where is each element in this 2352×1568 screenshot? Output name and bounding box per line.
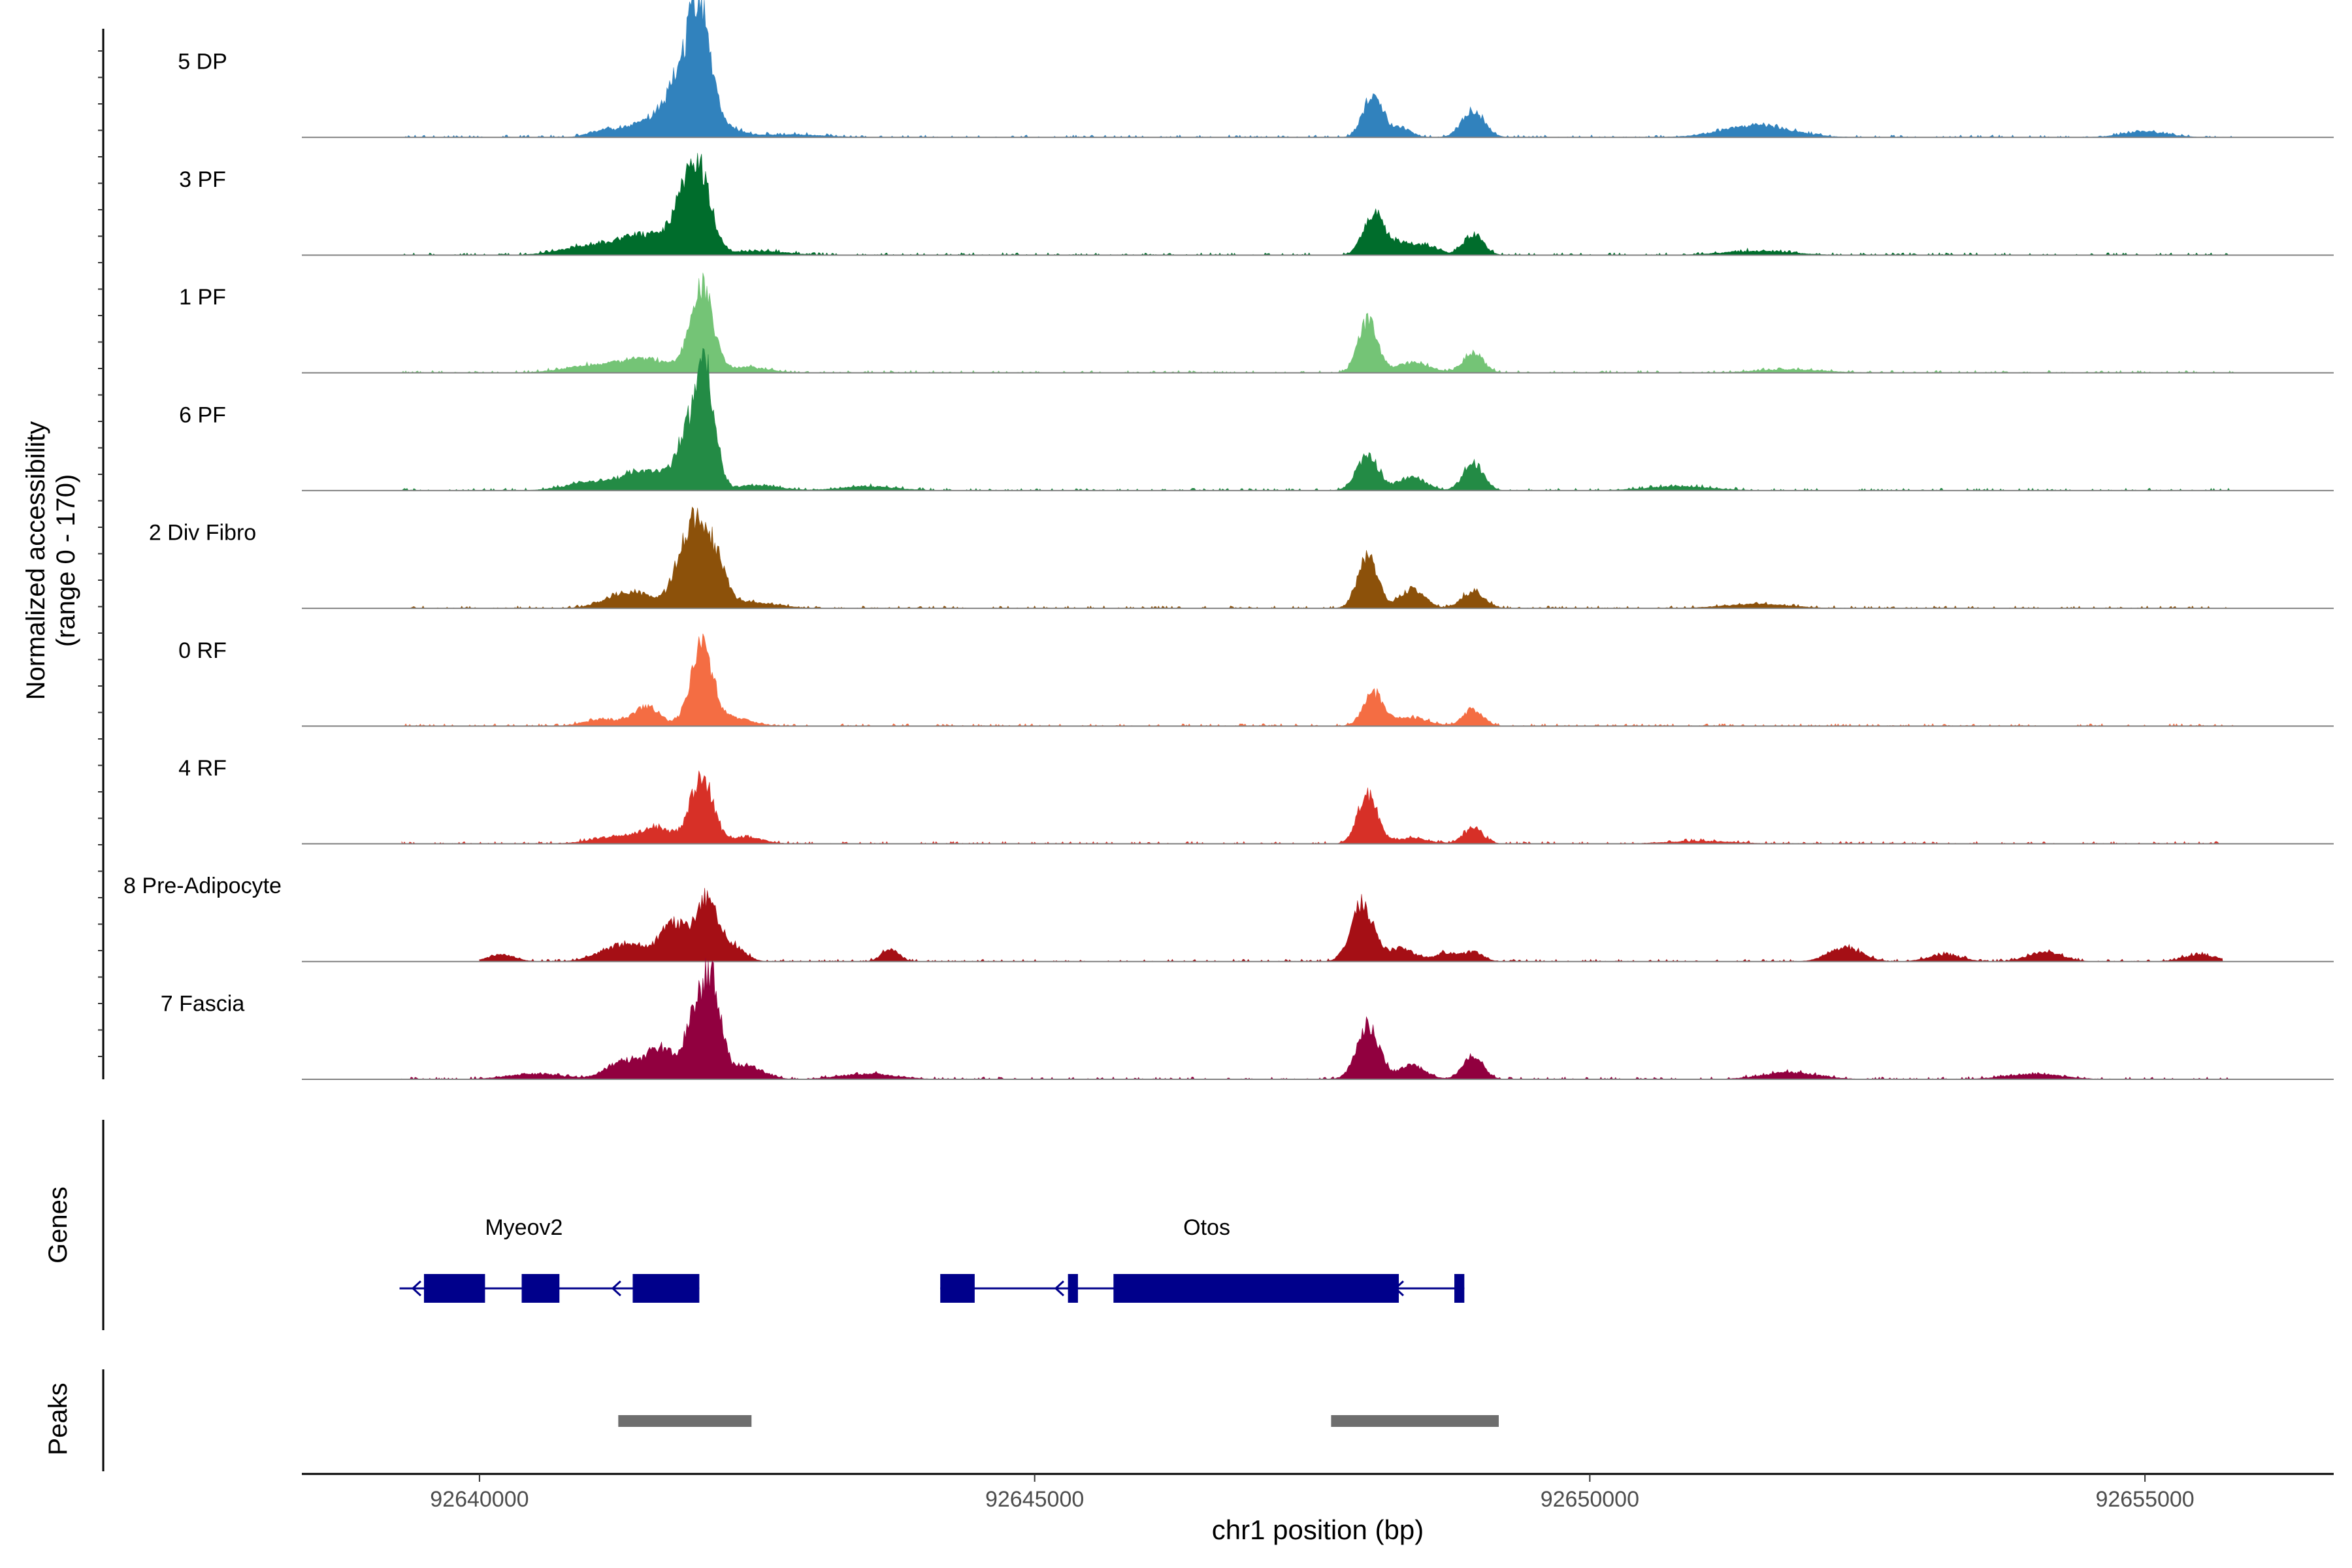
track-5-dp [302,0,2334,139]
x-tick-label: 92655000 [2095,1487,2194,1512]
gene-exon [423,1274,485,1303]
coverage-area-4-rf [401,770,2234,845]
x-tick-label: 92650000 [1541,1487,1639,1512]
peak-bar [618,1415,752,1427]
y-axis-title: Normalized accessibility [22,421,50,700]
gene-exon [521,1274,560,1303]
coverage-area-1-pf [401,272,2234,374]
gene-exon [1454,1274,1465,1303]
x-tick-label: 92645000 [985,1487,1084,1512]
gene-exon [1068,1274,1078,1303]
track-6-pf [302,348,2334,491]
track-3-pf [302,153,2334,256]
coverage-area-7-fascia [401,958,2234,1080]
coverage-area-5-dp [402,0,2234,138]
y-axis [98,29,105,1079]
track-7-fascia [302,958,2334,1080]
strand-arrow [411,1280,421,1297]
track-label-4-rf: 4 RF [178,756,227,781]
gene-label: Otos [1183,1215,1230,1240]
track-label-7-fascia: 7 Fascia [161,991,245,1016]
gene-otos: Otos [940,1215,1465,1303]
track-label-6-pf: 6 PF [179,402,226,427]
peak-regions [618,1415,1499,1427]
track-1-pf [302,272,2334,374]
track-8-pre-adipocyte [302,888,2334,962]
track-label-0-rf: 0 RF [178,638,227,663]
x-axis-title: chr1 position (bp) [1212,1514,1424,1545]
gene-myeov2: Myeov2 [399,1215,700,1303]
coverage-area-2-div-fibro [402,506,2234,609]
genes-axis-title: Genes [44,1186,73,1264]
y-axis-range: (range 0 - 170) [52,474,80,647]
coverage-area-8-pre-adipocyte [479,888,2223,962]
peak-bar [1331,1415,1499,1427]
track-2-div-fibro [302,506,2334,610]
track-label-3-pf: 3 PF [179,167,226,192]
coverage-area-0-rf [402,633,2234,727]
gene-exon [632,1274,700,1303]
track-0-rf [302,633,2334,727]
gene-label: Myeov2 [485,1215,563,1240]
peaks-axis-title: Peaks [44,1382,73,1455]
gene-exon [1113,1274,1399,1303]
track-label-8-pre-adipocyte: 8 Pre-Adipocyte [123,874,282,898]
track-4-rf [302,770,2334,845]
gene-exon [940,1274,975,1303]
track-labels: 5 DP 3 PF 1 PF 6 PF 2 Div Fibro 0 RF 4 RF 8 Pre… [123,50,282,1017]
gene-models: Myeov2 Otos [399,1215,1465,1303]
coverage-tracks [302,0,2334,1080]
x-tick-label: 92640000 [430,1487,529,1512]
strand-arrow [1394,1280,1404,1297]
track-label-2-div-fibro: 2 Div Fibro [149,521,256,546]
track-label-5-dp: 5 DP [178,50,227,74]
x-axis-ticks: 92640000 92645000 92650000 92655000 [430,1474,2195,1512]
strand-arrow [1054,1280,1064,1297]
coverage-area-3-pf [402,153,2234,255]
strand-arrow [611,1280,621,1297]
track-label-1-pf: 1 PF [179,285,226,310]
